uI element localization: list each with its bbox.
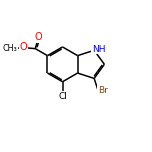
Text: CH₃: CH₃ bbox=[2, 44, 17, 53]
Text: O: O bbox=[19, 42, 27, 52]
Text: NH: NH bbox=[92, 45, 105, 54]
Text: O: O bbox=[35, 32, 42, 42]
Text: Br: Br bbox=[98, 86, 108, 95]
Text: Cl: Cl bbox=[58, 92, 67, 101]
